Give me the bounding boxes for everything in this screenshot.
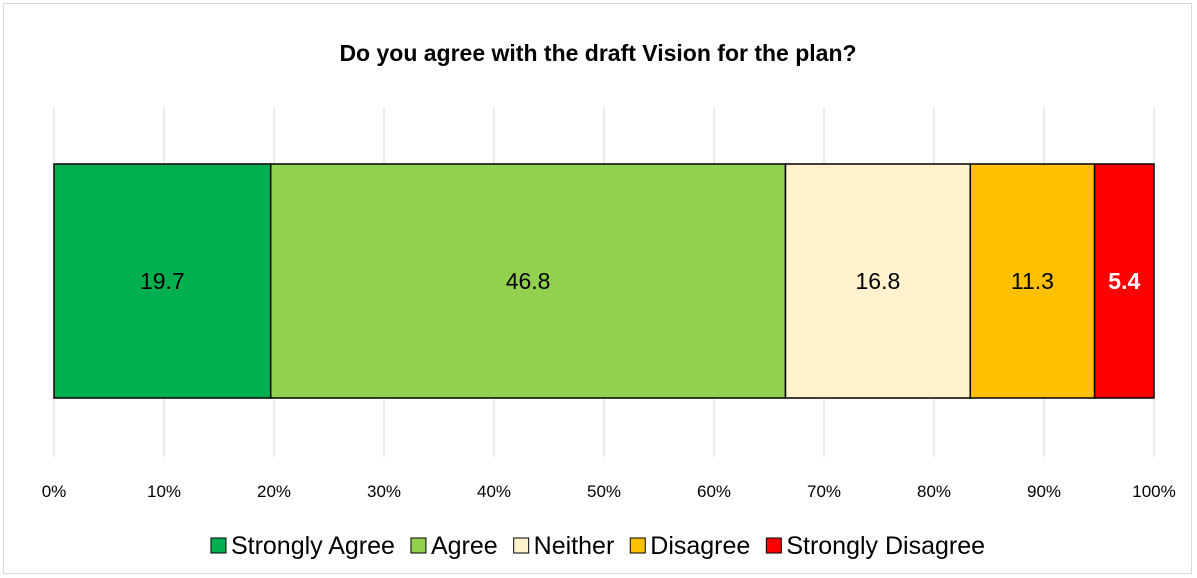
x-tick-label: 80% <box>917 482 951 501</box>
legend-item: Agree <box>410 532 498 560</box>
data-label: 16.8 <box>856 268 901 294</box>
legend-label: Strongly Disagree <box>786 532 985 560</box>
bar-segment <box>269 163 787 399</box>
legend-swatch <box>210 537 227 554</box>
legend-swatch <box>410 537 427 554</box>
legend-swatch <box>765 537 782 554</box>
x-tick-label: 10% <box>147 482 181 501</box>
x-tick-label: 70% <box>807 482 841 501</box>
data-label: 19.7 <box>140 268 185 294</box>
legend-label: Strongly Agree <box>231 532 395 560</box>
data-label: 46.8 <box>506 268 551 294</box>
data-labels: 19.7 46.8 16.8 11.3 5.4 <box>140 268 1141 294</box>
x-tick-label: 30% <box>367 482 401 501</box>
legend-item: Disagree <box>629 532 750 560</box>
legend-label: Disagree <box>650 532 750 560</box>
legend-item: Strongly Disagree <box>765 532 985 560</box>
bar-segment <box>969 163 1096 399</box>
x-tick-label: 40% <box>477 482 511 501</box>
data-label: 5.4 <box>1108 268 1140 294</box>
stacked-bar-chart: Do you agree with the draft Vision for t… <box>42 40 1176 560</box>
chart-frame: Do you agree with the draft Vision for t… <box>3 3 1192 574</box>
legend-label: Neither <box>534 532 615 560</box>
x-tick-label: 60% <box>697 482 731 501</box>
x-tick-label: 50% <box>587 482 621 501</box>
bar-segment <box>1093 163 1155 399</box>
bar-segment <box>53 163 272 399</box>
legend-item: Neither <box>513 532 615 560</box>
legend-swatch <box>629 537 646 554</box>
x-tick-label: 100% <box>1132 482 1175 501</box>
bars <box>53 163 1155 399</box>
legend-item: Strongly Agree <box>210 532 395 560</box>
data-label: 11.3 <box>1011 268 1054 294</box>
chart-title: Do you agree with the draft Vision for t… <box>339 40 856 66</box>
legend-swatch <box>513 537 530 554</box>
x-axis-tick-labels: 0% 10% 20% 30% 40% 50% 60% 70% 80% 90% 100% <box>42 482 1176 501</box>
bar-segment <box>784 163 972 399</box>
x-tick-label: 90% <box>1027 482 1061 501</box>
legend-label: Agree <box>431 532 498 560</box>
x-tick-label: 0% <box>42 482 67 501</box>
legend: Strongly Agree Agree Neither Disagree Strong… <box>210 532 985 560</box>
x-tick-label: 20% <box>257 482 291 501</box>
